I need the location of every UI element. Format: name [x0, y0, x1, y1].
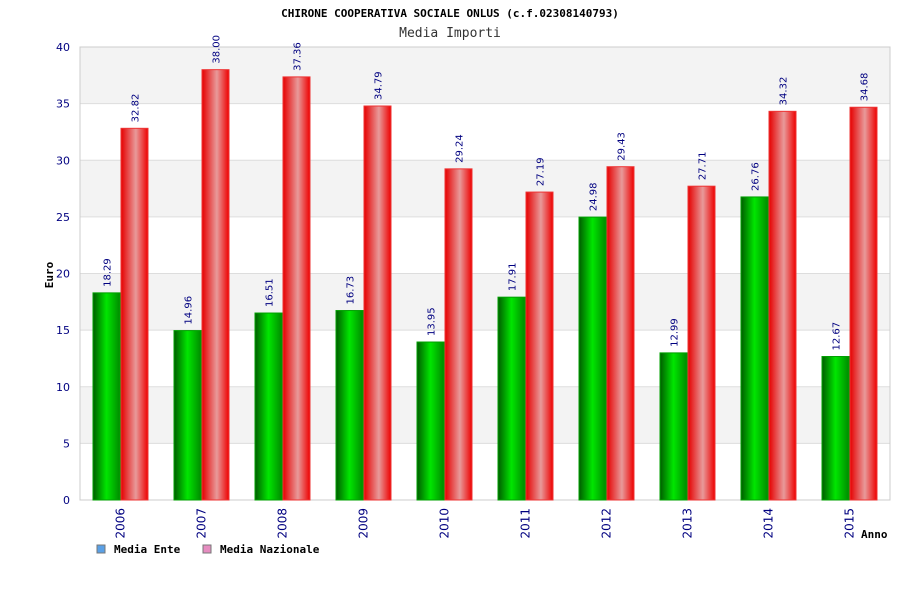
bar-media-ente — [416, 341, 445, 501]
bar-media-ente — [740, 196, 769, 501]
data-label: 16.73 — [346, 276, 357, 305]
y-axis-ticks: 0 5 10 15 20 25 30 35 40 — [56, 41, 70, 507]
data-label: 29.24 — [455, 134, 466, 163]
x-tick-label: 2010 — [438, 508, 452, 539]
data-label: 18.29 — [103, 258, 114, 287]
x-tick-label: 2014 — [762, 508, 776, 539]
x-tick-label: 2006 — [114, 508, 128, 539]
y-tick-label: 15 — [56, 324, 70, 337]
y-tick-label: 30 — [56, 154, 70, 167]
y-tick-label: 35 — [56, 98, 70, 111]
bar-media-nazionale — [687, 185, 716, 501]
data-label: 27.71 — [698, 152, 709, 181]
x-axis-ticks: 2006 2007 2008 2009 2010 2011 2012 2013 2014 2015 — [114, 508, 857, 539]
data-label: 32.82 — [131, 94, 142, 123]
bar-media-ente — [335, 310, 364, 501]
bar-media-nazionale — [282, 76, 311, 501]
y-tick-label: 20 — [56, 268, 70, 281]
data-label: 26.76 — [751, 162, 762, 191]
bar-media-nazionale — [768, 110, 797, 501]
bar-media-nazionale — [606, 166, 635, 501]
plot-border — [79, 46, 891, 501]
bar-media-nazionale — [201, 69, 230, 501]
x-tick-label: 2011 — [519, 508, 533, 539]
bar-media-ente — [821, 356, 850, 501]
data-label: 37.36 — [293, 42, 304, 71]
y-tick-label: 10 — [56, 381, 70, 394]
data-label: 12.67 — [832, 322, 843, 351]
y-tick-label: 40 — [56, 41, 70, 54]
y-tick-label: 0 — [63, 494, 70, 507]
legend-swatch — [96, 544, 106, 554]
x-tick-label: 2008 — [276, 508, 290, 539]
data-label: 29.43 — [617, 132, 628, 161]
x-tick-label: 2013 — [681, 508, 695, 539]
legend: Media Ente Media Nazionale — [96, 543, 320, 556]
data-label: 34.79 — [374, 71, 385, 100]
bar-media-ente — [173, 330, 202, 501]
data-label: 24.98 — [589, 182, 600, 211]
data-label: 34.68 — [860, 73, 871, 102]
bar-media-nazionale — [525, 191, 554, 501]
bar-media-nazionale — [363, 105, 392, 501]
bar-media-ente — [497, 296, 526, 501]
x-tick-label: 2007 — [195, 508, 209, 539]
legend-label: Media Nazionale — [220, 543, 320, 556]
data-labels: 18.29 32.82 14.96 38.00 16.51 37.36 16.73 34.79… — [103, 35, 871, 351]
bar-media-ente — [578, 216, 607, 501]
bar-media-nazionale — [444, 168, 473, 501]
legend-swatch — [202, 544, 212, 554]
data-label: 27.19 — [536, 157, 547, 186]
y-axis-label: Euro — [43, 261, 56, 288]
data-label: 16.51 — [265, 278, 276, 307]
data-label: 34.32 — [779, 77, 790, 106]
data-label: 38.00 — [212, 35, 223, 64]
bar-media-ente — [92, 292, 121, 501]
x-tick-label: 2012 — [600, 508, 614, 539]
bar-media-nazionale — [120, 127, 149, 501]
y-tick-label: 5 — [63, 437, 70, 450]
x-tick-label: 2009 — [357, 508, 371, 539]
chart-title: CHIRONE COOPERATIVA SOCIALE ONLUS (c.f.0… — [281, 7, 619, 20]
legend-label: Media Ente — [114, 543, 181, 556]
chart-subtitle: Media Importi — [399, 26, 501, 41]
bar-media-nazionale — [849, 106, 878, 501]
data-label: 13.95 — [427, 307, 438, 336]
x-tick-label: 2015 — [843, 508, 857, 539]
bars — [92, 69, 878, 501]
data-label: 14.96 — [184, 296, 195, 325]
bar-media-ente — [659, 352, 688, 501]
y-tick-label: 25 — [56, 211, 70, 224]
data-label: 17.91 — [508, 263, 519, 292]
bar-media-ente — [254, 312, 283, 501]
x-axis-label: Anno — [861, 528, 888, 541]
data-label: 12.99 — [670, 318, 681, 347]
